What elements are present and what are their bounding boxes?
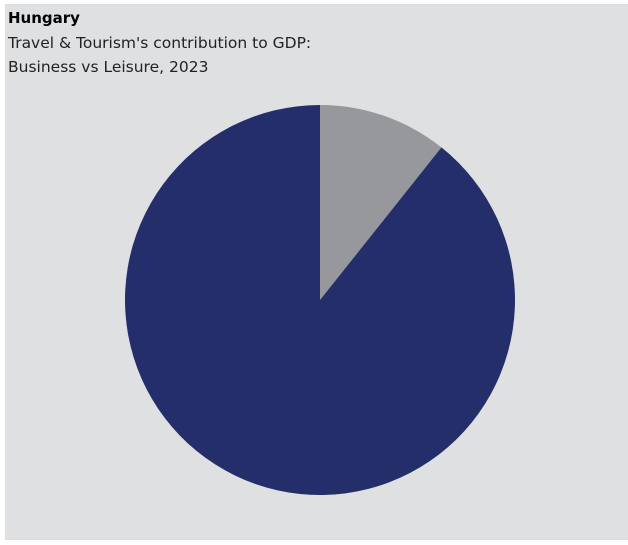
pie-slice-2 xyxy=(124,105,515,496)
pie-slice-1 xyxy=(320,105,442,300)
chart-title: Hungary xyxy=(8,9,80,27)
chart-subtitle: Travel & Tourism's contribution to GDP: … xyxy=(8,31,608,79)
pie-chart xyxy=(124,105,515,496)
chart-subtitle-line-2: Business vs Leisure, 2023 xyxy=(8,58,209,76)
chart-panel: Hungary Travel & Tourism's contribution … xyxy=(5,4,628,540)
chart-subtitle-line-1: Travel & Tourism's contribution to GDP: xyxy=(8,34,312,52)
